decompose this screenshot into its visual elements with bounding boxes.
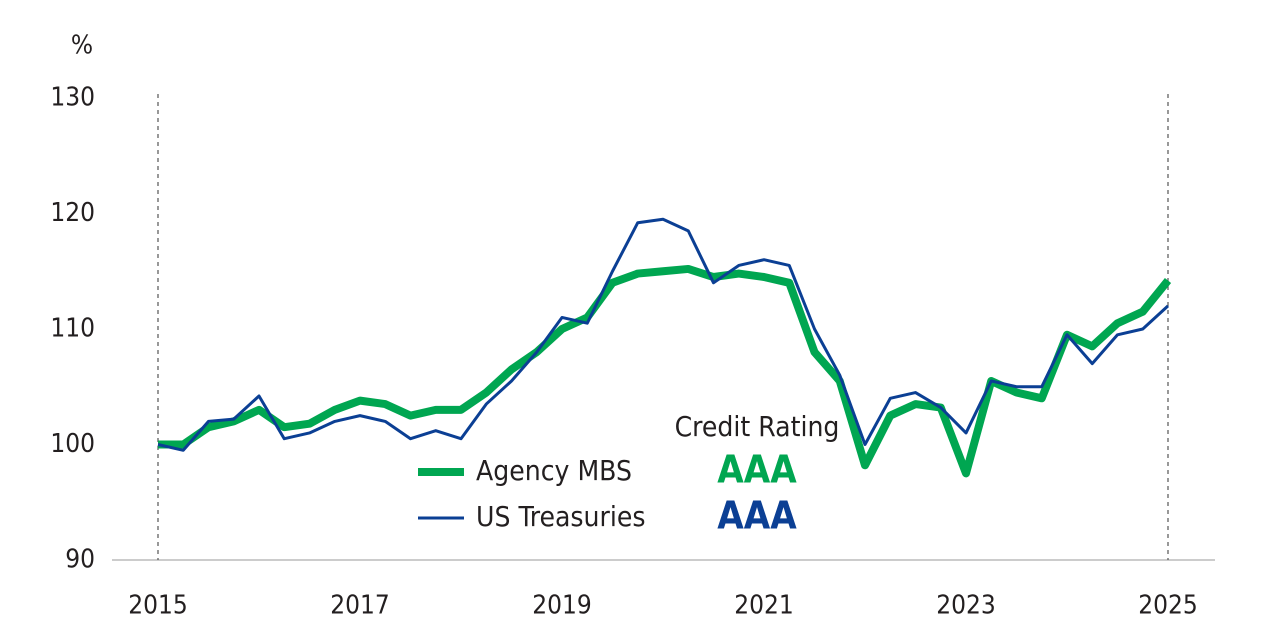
x-tick-label: 2015: [128, 591, 188, 621]
legend-label: US Treasuries: [476, 500, 645, 533]
legend-label: Agency MBS: [476, 454, 632, 487]
line-series: [157, 217, 1170, 452]
x-tick-label: 2025: [1138, 591, 1198, 621]
x-tick-label: 2017: [330, 591, 390, 621]
y-unit: %: [71, 31, 93, 61]
y-tick-label: 100: [50, 429, 95, 459]
x-tick-label: 2019: [532, 591, 592, 621]
y-tick-label: 130: [50, 83, 95, 113]
y-tick-label: 90: [65, 545, 95, 575]
y-tick-label: 120: [50, 198, 95, 228]
legend-title: Credit Rating: [675, 410, 840, 443]
x-tick-label: 2023: [936, 591, 996, 621]
y-tick-label: 110: [50, 314, 95, 344]
legend-rating: AAA: [717, 448, 797, 492]
legend-rating: AAA: [717, 494, 797, 538]
x-tick-label: 2021: [734, 591, 794, 621]
line-series: [158, 264, 1172, 478]
